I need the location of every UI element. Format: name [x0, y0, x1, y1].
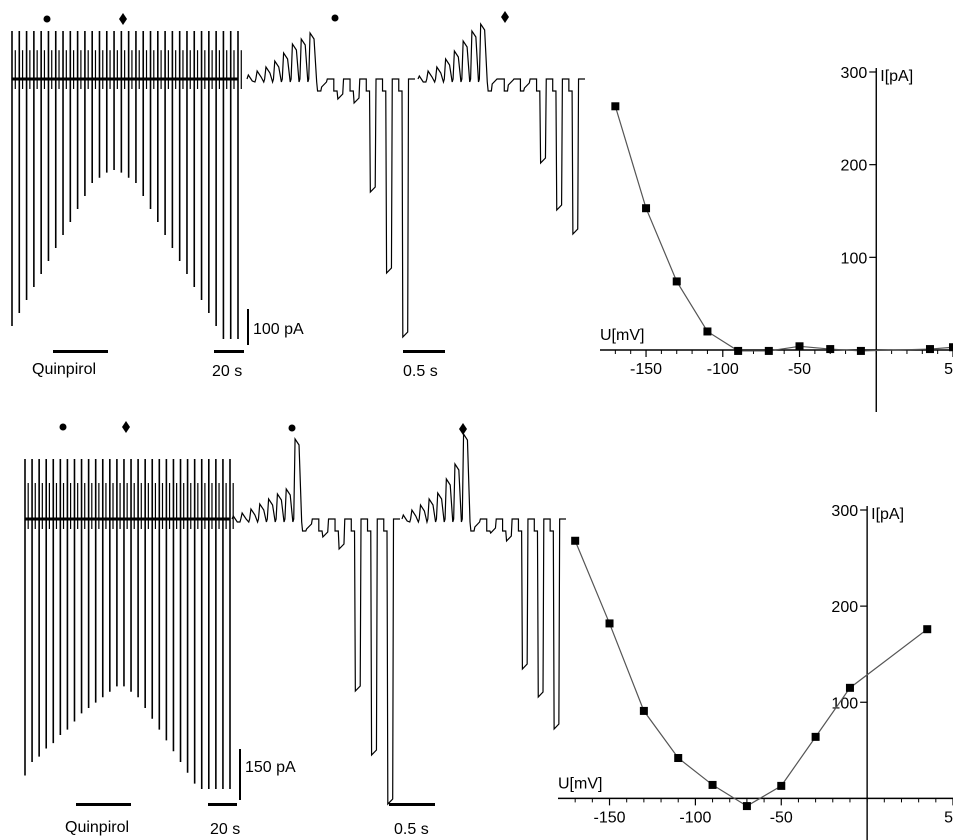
data-point — [605, 619, 614, 628]
data-point — [826, 345, 835, 354]
current-trace — [231, 437, 400, 806]
data-point — [777, 781, 786, 790]
time-scale-bar — [208, 803, 237, 806]
diamond-marker — [501, 11, 509, 23]
zoom-trace-circle — [246, 31, 415, 339]
data-point — [708, 780, 717, 789]
data-point — [949, 343, 953, 352]
data-point — [703, 327, 712, 336]
x-axis-label: U[mV] — [600, 327, 644, 344]
circle-marker — [288, 424, 296, 432]
zoom-time-scale-bar — [403, 350, 445, 353]
y-tick-label: 300 — [841, 65, 868, 82]
data-point — [742, 802, 751, 811]
current-trace — [401, 432, 566, 731]
data-point — [639, 706, 648, 715]
y-axis-label: I[pA] — [880, 68, 913, 85]
data-point — [764, 346, 773, 355]
data-point — [642, 204, 651, 213]
diamond-marker — [459, 423, 467, 435]
zoom-time-scale-bar — [389, 803, 435, 806]
data-point — [571, 536, 580, 545]
drug-application-bar — [76, 803, 131, 806]
x-tick-label: 50 — [944, 809, 953, 826]
long-trace — [24, 459, 234, 789]
x-tick-label: 50 — [944, 361, 953, 378]
data-point — [795, 342, 804, 351]
data-point — [674, 754, 683, 763]
x-tick-label: -50 — [788, 361, 811, 378]
iv-curve — [574, 540, 928, 807]
y-tick-label: 100 — [831, 695, 858, 712]
top-panel: Quinpirol 100 pA 20 s 0.5 s -150 -100 -50 5… — [11, 11, 953, 412]
iv-curve — [614, 106, 953, 352]
y-tick-label: 200 — [841, 158, 868, 175]
current-scale-label: 150 pA — [245, 759, 296, 776]
drug-application-bar — [53, 350, 108, 353]
iv-plot: -150 -100 -50 50 100 200 300 I[pA] U[mV] — [600, 65, 953, 412]
x-tick-label: -150 — [594, 809, 626, 826]
drug-label: Quinpirol — [32, 361, 96, 378]
x-tick-label: -50 — [770, 809, 793, 826]
zoom-trace-circle — [231, 437, 400, 806]
data-point — [845, 683, 854, 692]
data-point — [856, 346, 865, 355]
long-trace — [11, 31, 242, 339]
diamond-marker — [119, 13, 127, 25]
x-tick-label: -100 — [707, 361, 739, 378]
x-tick-label: -150 — [630, 361, 662, 378]
zoom-time-scale-label: 0.5 s — [403, 363, 438, 380]
zoom-trace-diamond — [401, 432, 566, 731]
time-scale-label: 20 s — [212, 363, 242, 380]
y-tick-label: 200 — [831, 599, 858, 616]
data-point — [923, 625, 932, 634]
y-tick-label: 100 — [841, 250, 868, 267]
data-point — [811, 732, 820, 741]
circle-marker — [43, 15, 51, 23]
iv-plot: -150 -100 -50 50 100 200 300 I[pA] U[mV] — [558, 503, 953, 840]
data-point — [672, 277, 681, 286]
diamond-marker — [122, 421, 130, 433]
current-scale-label: 100 pA — [253, 321, 304, 338]
x-tick-label: -100 — [679, 809, 711, 826]
current-trace — [417, 22, 585, 236]
drug-label: Quinpirol — [65, 819, 129, 836]
data-point — [611, 102, 620, 111]
zoom-trace-diamond — [417, 22, 585, 236]
time-scale-bar — [214, 350, 244, 353]
data-point — [734, 346, 743, 355]
circle-marker — [59, 423, 67, 431]
y-axis-label: I[pA] — [871, 506, 904, 523]
x-axis-label: U[mV] — [558, 775, 602, 792]
y-tick-label: 300 — [831, 503, 858, 520]
circle-marker — [331, 14, 339, 22]
zoom-time-scale-label: 0.5 s — [394, 821, 429, 838]
time-scale-label: 20 s — [210, 821, 240, 838]
bottom-panel: Quinpirol 150 pA 20 s 0.5 s -150 -100 -50 5… — [24, 421, 953, 840]
data-point — [925, 345, 934, 354]
current-trace — [246, 31, 415, 339]
